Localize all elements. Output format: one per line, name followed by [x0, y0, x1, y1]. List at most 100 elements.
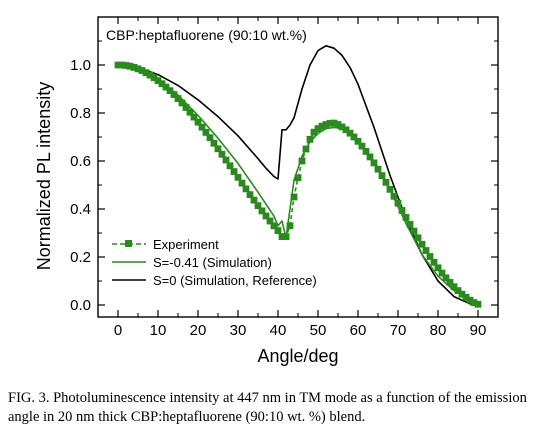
experiment-point — [150, 74, 158, 82]
experiment-point — [134, 65, 142, 73]
experiment-point — [370, 159, 378, 167]
legend-marker-experiment — [125, 240, 132, 247]
experiment-point — [438, 269, 446, 277]
legend: Experiment S=-0.41 (Simulation) S=0 (Sim… — [112, 237, 317, 288]
experiment-point — [250, 196, 258, 204]
x-tick-label: 30 — [230, 322, 247, 339]
experiment-point — [406, 220, 414, 228]
experiment-point — [310, 128, 318, 136]
experiment-point — [130, 64, 138, 71]
y-axis-label: Normalized PL intensity — [34, 82, 54, 270]
experiment-point — [222, 156, 230, 164]
experiment-point — [322, 121, 330, 128]
experiment-point — [430, 258, 438, 266]
experiment-point — [274, 227, 282, 234]
x-tick-label: 50 — [310, 322, 327, 339]
experiment-point — [434, 264, 442, 272]
experiment-point — [290, 193, 298, 201]
experiment-point — [198, 123, 206, 131]
experiment-point — [266, 217, 274, 225]
experiment-point — [118, 61, 126, 69]
x-tick-label: 90 — [470, 322, 487, 339]
experiment-point — [386, 185, 394, 193]
experiment-point — [394, 199, 402, 207]
experiment-point — [414, 234, 422, 242]
experiment-point — [286, 222, 294, 230]
legend-label-experiment: Experiment — [153, 237, 219, 252]
experiment-point — [242, 185, 250, 193]
experiment-point — [186, 108, 194, 116]
x-tick-label: 20 — [190, 322, 207, 339]
experiment-point — [278, 233, 286, 240]
experiment-point — [422, 247, 430, 254]
x-axis-label: Angle/deg — [257, 346, 338, 366]
experiment-point — [326, 119, 334, 127]
experiment-point — [418, 240, 426, 248]
experiment-point — [366, 153, 374, 161]
experiment-point — [402, 214, 410, 221]
experiment-point — [306, 136, 314, 143]
figure-caption: FIG. 3. Photoluminescence intensity at 4… — [8, 390, 527, 425]
experiment-point — [226, 162, 234, 170]
experiment-point — [138, 67, 146, 74]
experiment-point — [234, 173, 242, 181]
legend-label-reference: S=0 (Simulation, Reference) — [153, 273, 317, 288]
experiment-point — [470, 299, 478, 306]
experiment-point — [158, 80, 166, 88]
experiment-point — [190, 113, 198, 121]
experiment-point — [466, 296, 474, 304]
experiment-point — [126, 62, 134, 70]
experiment-point — [282, 233, 290, 240]
experiment-point — [350, 133, 358, 141]
experiment-point — [458, 290, 466, 298]
experiment-point — [246, 191, 254, 198]
legend-label-simulation: S=-0.41 (Simulation) — [153, 255, 272, 270]
experiment-point — [114, 61, 122, 69]
series-layer — [114, 44, 482, 308]
experiment-point — [146, 71, 154, 79]
experiment-point — [166, 87, 174, 95]
experiment-point — [238, 179, 246, 187]
experiment-point — [218, 150, 226, 158]
experiment-point — [474, 300, 482, 308]
experiment-point — [178, 99, 186, 107]
experiment-point — [302, 145, 310, 153]
experiment-point — [206, 134, 214, 142]
y-tick-label: 1.0 — [70, 57, 91, 74]
x-axis-ticks: 0 10 20 30 40 50 60 70 80 90 — [114, 17, 487, 339]
y-tick-label: 0.4 — [70, 201, 91, 218]
y-tick-label: 0.8 — [70, 105, 91, 122]
x-tick-label: 80 — [430, 322, 447, 339]
experiment-point — [182, 104, 190, 111]
y-tick-label: 0.0 — [70, 297, 91, 314]
experiment-point — [142, 69, 150, 77]
chart-title: CBP:heptafluorene (90:10 wt.%) — [106, 27, 307, 43]
experiment-point — [122, 62, 130, 69]
experiment-point — [170, 91, 178, 98]
experiment-point — [354, 137, 362, 145]
experiment-point — [382, 178, 390, 186]
experiment-point — [346, 129, 354, 137]
experiment-point — [398, 207, 406, 214]
x-tick-label: 10 — [150, 322, 167, 339]
experiment-point — [442, 274, 450, 282]
experiment-point — [378, 172, 386, 180]
experiment-point — [270, 222, 278, 230]
experiment-point — [162, 83, 170, 91]
experiment-point — [154, 77, 162, 84]
experiment-point — [318, 122, 326, 130]
experiment-point — [298, 157, 306, 165]
experiment-point — [374, 165, 382, 173]
experiment-point — [214, 145, 222, 153]
x-tick-label: 70 — [390, 322, 407, 339]
experiment-point — [254, 202, 262, 210]
x-tick-label: 60 — [350, 322, 367, 339]
experiment-point — [358, 142, 366, 150]
y-axis-ticks: 0.0 0.2 0.4 0.6 0.8 1.0 — [70, 40, 498, 314]
experiment-point — [230, 168, 238, 175]
pl-intensity-chart: 0 10 20 30 40 50 60 70 80 90 0.0 0.2 0.4 0.6 0.8 1.0 C… — [34, 16, 499, 366]
x-tick-label: 40 — [270, 322, 287, 339]
experiment-point — [314, 125, 322, 132]
experiment-point — [342, 126, 350, 134]
